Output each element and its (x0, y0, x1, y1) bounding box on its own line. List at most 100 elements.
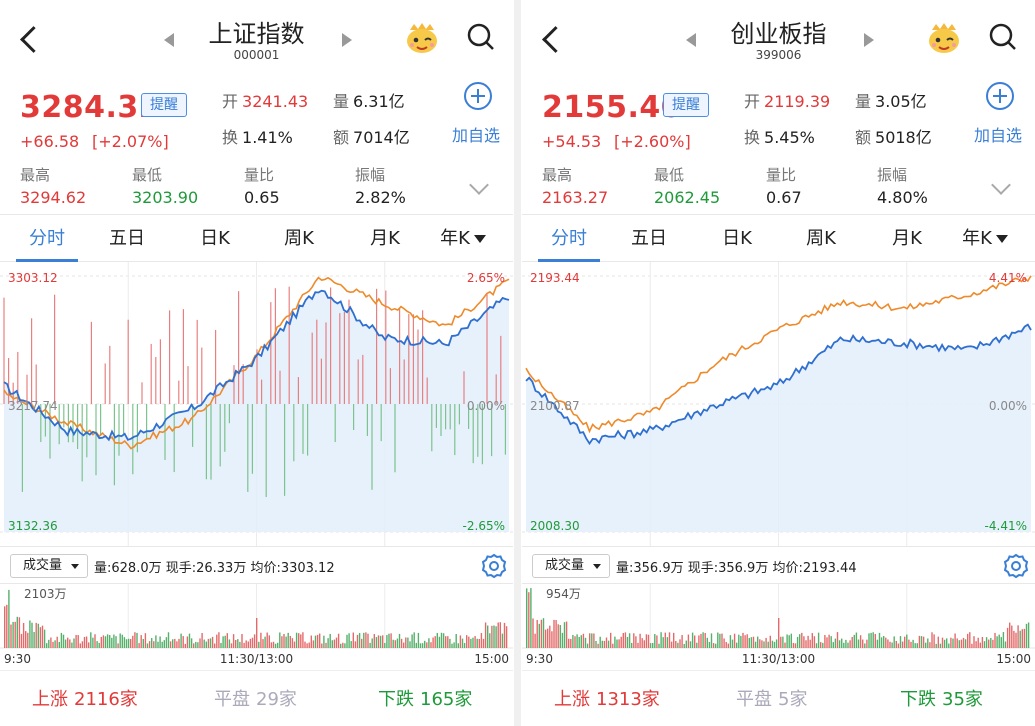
volume-bar (480, 632, 483, 648)
volume-bar (482, 638, 485, 648)
volume-bar (4, 606, 6, 648)
tab-3[interactable]: 周K (786, 215, 856, 261)
tab-0[interactable]: 分时 (12, 215, 82, 262)
volume-bar (962, 637, 965, 648)
volume-bar (681, 635, 683, 648)
tab-label: 日K (200, 228, 230, 249)
prev-index-icon[interactable] (686, 33, 696, 47)
volume-bar (874, 633, 876, 648)
volume-bar (733, 633, 736, 648)
add-watchlist-label[interactable]: 加自选 (974, 126, 1023, 145)
tab-5[interactable]: 年K (950, 215, 1020, 261)
volume-bar (474, 636, 476, 648)
tab-label: 分时 (551, 228, 587, 249)
volume-bar (289, 635, 291, 648)
volume-bar (943, 639, 946, 648)
tab-2[interactable]: 日K (180, 215, 250, 261)
volume-bar (937, 636, 939, 648)
dropdown-icon[interactable] (473, 235, 486, 243)
volume-bar (530, 588, 532, 648)
volume-bar (306, 643, 308, 648)
tab-1[interactable]: 五日 (614, 215, 684, 261)
tab-2[interactable]: 日K (702, 215, 772, 261)
tab-1[interactable]: 五日 (92, 215, 162, 261)
volume-bar (8, 589, 10, 648)
volume-bar (605, 637, 608, 648)
back-arrow-icon[interactable] (16, 20, 46, 60)
indicator-select[interactable]: 成交量 (532, 554, 610, 578)
search-icon[interactable] (466, 22, 496, 52)
add-watchlist-icon[interactable] (986, 82, 1014, 110)
volume-bar (232, 634, 235, 648)
volume-bar (1013, 630, 1015, 648)
volume-bar (631, 642, 633, 648)
avg-price-line (525, 275, 1032, 434)
low-label: 最低 (132, 166, 163, 184)
tab-5[interactable]: 年K (428, 215, 498, 261)
volume-bar (767, 641, 769, 648)
volume-bar (540, 619, 543, 648)
page-title: 创业板指 (730, 20, 827, 48)
volume-bar (813, 636, 816, 648)
next-index-icon[interactable] (342, 33, 352, 47)
volume-bar (880, 637, 883, 648)
tab-4[interactable]: 月K (872, 215, 942, 261)
gear-icon[interactable] (1002, 552, 1030, 580)
time-label: 11:30/13:00 (220, 652, 293, 666)
stock-panel-chinext: 创业板指 399006 2155.40 提醒 +54.53 [+2.60%] 开… (522, 0, 1035, 726)
volume-bar (985, 637, 988, 648)
tab-label: 五日 (109, 228, 145, 249)
volume-bar (457, 643, 459, 648)
volume-bar (761, 640, 763, 648)
volume-bar (570, 638, 572, 648)
volume-bar (868, 633, 870, 648)
remind-button[interactable]: 提醒 (141, 93, 187, 117)
mascot-icon[interactable] (404, 22, 440, 54)
prev-index-icon[interactable] (164, 33, 174, 47)
volume-bar (702, 632, 704, 648)
tab-3[interactable]: 周K (264, 215, 334, 261)
gear-icon[interactable] (480, 552, 508, 580)
volume-bar (847, 642, 849, 648)
indicator-select[interactable]: 成交量 (10, 554, 88, 578)
volume-bar (81, 641, 84, 648)
volume-bar (451, 643, 453, 648)
volume-bar (411, 634, 413, 648)
volume-bar (365, 632, 367, 648)
open-stat: 开 3241.43 (222, 92, 309, 111)
chevron-down-icon[interactable] (469, 175, 489, 195)
volume-bar (956, 638, 958, 648)
volume-bar (18, 617, 21, 648)
tab-label: 分时 (29, 228, 65, 249)
add-watchlist-icon[interactable] (464, 82, 492, 110)
volume-bar (561, 632, 564, 648)
volume-bar (48, 639, 50, 648)
volume-bar (694, 635, 696, 648)
mascot-icon[interactable] (926, 22, 962, 54)
next-index-icon[interactable] (864, 33, 874, 47)
volume-bar (616, 639, 618, 648)
volume-bar (182, 636, 184, 648)
volume-bar (69, 639, 71, 648)
search-icon[interactable] (988, 22, 1018, 52)
tab-4[interactable]: 月K (350, 215, 420, 261)
add-watchlist-label[interactable]: 加自选 (452, 126, 501, 145)
back-arrow-icon[interactable] (538, 20, 568, 60)
volume-bar (918, 635, 921, 648)
volume-bar (939, 643, 942, 648)
volume-bar (658, 643, 660, 648)
axis-top-pct: 4.41% (989, 271, 1027, 285)
tab-0[interactable]: 分时 (534, 215, 604, 262)
remind-button[interactable]: 提醒 (663, 93, 709, 117)
volume-bar (470, 638, 472, 648)
intraday-chart: 2193.44 2100.87 2008.30 4.41% 0.00% -4.41% (522, 262, 1035, 546)
dropdown-icon[interactable] (995, 235, 1008, 243)
axis-mid-price: 3217.74 (8, 399, 58, 413)
volume-bar (203, 639, 205, 648)
volume-bar (455, 634, 457, 648)
chevron-down-icon[interactable] (991, 175, 1011, 195)
index-code: 000001 (233, 48, 280, 62)
volume-bar (226, 633, 228, 648)
volume-bar (463, 643, 466, 648)
volume-bar (624, 632, 627, 648)
